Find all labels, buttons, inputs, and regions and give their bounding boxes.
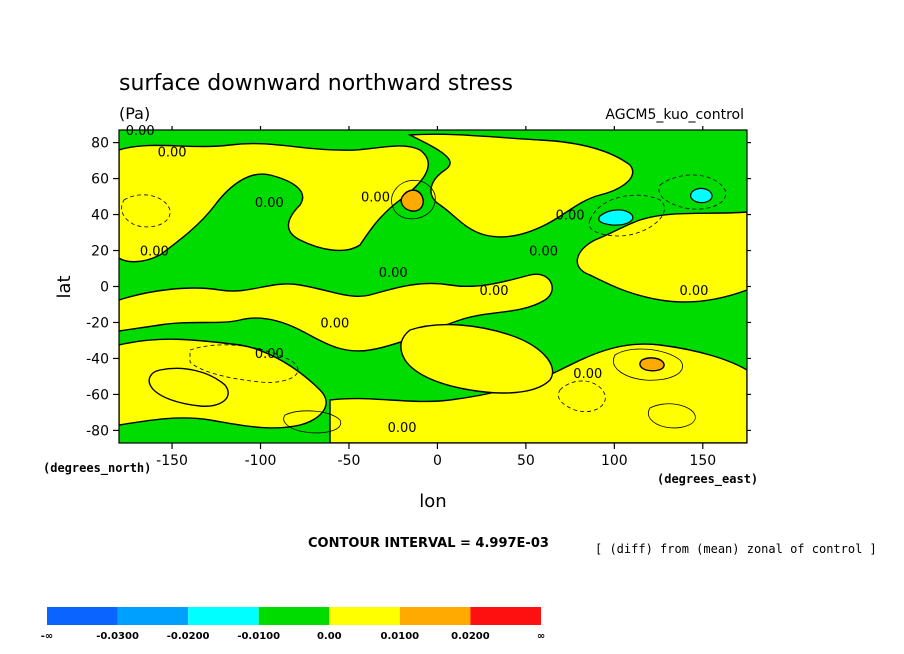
colorbar-swatch bbox=[329, 607, 400, 625]
colorbar-label: -0.0300 bbox=[96, 631, 139, 642]
colorbar-swatch bbox=[117, 607, 189, 625]
contour-label: 0.00 bbox=[361, 191, 390, 206]
colorbar-labels: -∞ -0.0300 -0.0200 -0.0100 0.00 0.0100 0.0200 ∞ bbox=[41, 631, 545, 642]
positive-contour bbox=[648, 403, 696, 429]
y-tick-label: 20 bbox=[91, 244, 109, 260]
positive-region bbox=[576, 211, 747, 303]
negative-contour bbox=[189, 344, 299, 383]
strong-positive-region bbox=[639, 357, 665, 372]
shaded-regions bbox=[119, 133, 747, 443]
x-unit-label: (degrees_east) bbox=[657, 472, 758, 487]
x-axis: -150 -100 -50 0 50 100 150 bbox=[156, 126, 716, 469]
colorbar-swatch bbox=[470, 607, 541, 625]
contour-label: 0.00 bbox=[679, 284, 708, 299]
y-axis: 80 60 40 20 0 -20 -40 -60 -80 bbox=[86, 136, 751, 439]
x-tick-label: -50 bbox=[338, 453, 361, 469]
strong-negative-region bbox=[690, 187, 713, 204]
x-tick-label: -150 bbox=[156, 453, 188, 469]
contour-labels: 0.000.000.00 0.000.000.00 0.000.000.00 0.00… bbox=[126, 124, 709, 436]
colorbar-label: 0.0200 bbox=[451, 631, 490, 642]
x-axis-label: lon bbox=[419, 491, 446, 512]
positive-region bbox=[119, 273, 553, 352]
contour-label: 0.00 bbox=[379, 266, 408, 281]
y-tick-label: -80 bbox=[86, 423, 109, 439]
model-label: AGCM5_kuo_control bbox=[605, 107, 744, 123]
positive-contour bbox=[391, 180, 436, 220]
y-axis-label: lat bbox=[54, 275, 75, 298]
colorbar bbox=[47, 607, 541, 625]
negative-contour bbox=[658, 174, 726, 210]
colorbar-label: ∞ bbox=[537, 631, 545, 642]
contour-label: 0.00 bbox=[573, 367, 602, 382]
strong-negative-region bbox=[598, 209, 634, 226]
colorbar-label: -∞ bbox=[41, 631, 53, 642]
contour-label: 0.00 bbox=[388, 421, 417, 436]
colorbar-label: 0.00 bbox=[317, 631, 342, 642]
colorbar-swatch bbox=[399, 607, 471, 625]
colorbar-label: -0.0100 bbox=[237, 631, 280, 642]
x-tick-label: 100 bbox=[601, 453, 628, 469]
y-tick-label: 0 bbox=[100, 280, 109, 296]
contour-label: 0.00 bbox=[320, 316, 349, 331]
colorbar-swatch bbox=[188, 607, 259, 625]
negative-contour bbox=[558, 380, 606, 412]
contour-label: 0.00 bbox=[158, 146, 187, 161]
contour-label: 0.00 bbox=[529, 245, 558, 260]
colorbar-label: 0.0100 bbox=[381, 631, 420, 642]
x-tick-label: 50 bbox=[517, 453, 535, 469]
diff-note: [ (diff) from (mean) zonal of control ] bbox=[595, 542, 877, 556]
units-label: (Pa) bbox=[119, 104, 150, 123]
contour-plot: 0.000.000.00 0.000.000.00 0.000.000.00 0.00… bbox=[118, 124, 748, 444]
positive-contour bbox=[613, 348, 683, 381]
x-tick-label: -100 bbox=[245, 453, 277, 469]
contour-interval: CONTOUR INTERVAL = 4.997E-03 bbox=[308, 536, 549, 551]
y-tick-label: -40 bbox=[86, 351, 109, 367]
negative-contour bbox=[588, 194, 665, 237]
positive-contour bbox=[283, 410, 342, 434]
y-tick-label: 60 bbox=[91, 172, 109, 188]
contour-label: 0.00 bbox=[140, 245, 169, 260]
chart-title: surface downward northward stress bbox=[119, 71, 513, 96]
contour-label: 0.00 bbox=[126, 124, 155, 139]
y-tick-label: 80 bbox=[91, 136, 109, 152]
y-tick-label: -60 bbox=[86, 387, 109, 403]
x-tick-label: 0 bbox=[433, 453, 442, 469]
y-tick-label: 40 bbox=[91, 208, 109, 224]
contour-label: 0.00 bbox=[255, 196, 284, 211]
strong-positive-region bbox=[400, 189, 424, 212]
y-tick-label: -20 bbox=[86, 315, 109, 331]
contour-label: 0.00 bbox=[255, 347, 284, 362]
x-tick-label: 150 bbox=[689, 453, 716, 469]
contour-label: 0.00 bbox=[556, 209, 585, 224]
positive-region bbox=[407, 133, 634, 238]
positive-region bbox=[400, 323, 554, 394]
colorbar-label: -0.0200 bbox=[167, 631, 210, 642]
y-unit-label: (degrees_north) bbox=[43, 461, 151, 476]
colorbar-swatch bbox=[47, 607, 118, 625]
positive-region bbox=[148, 367, 229, 407]
colorbar-swatch bbox=[258, 607, 330, 625]
contour-label: 0.00 bbox=[480, 284, 509, 299]
negative-contour bbox=[121, 194, 171, 228]
positive-region bbox=[119, 142, 429, 263]
